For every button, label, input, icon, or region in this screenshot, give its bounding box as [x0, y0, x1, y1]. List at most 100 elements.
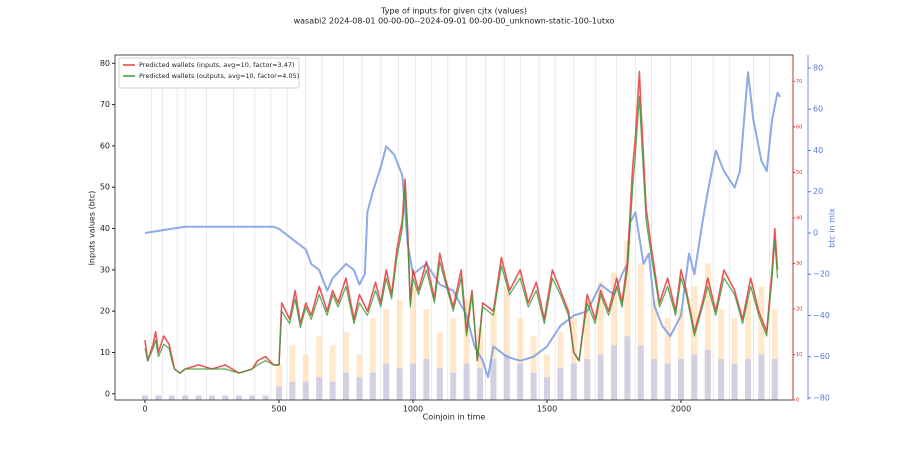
bar	[235, 395, 242, 400]
bar	[744, 359, 751, 400]
y2-tick-label: −60	[813, 352, 830, 361]
bar	[329, 381, 336, 400]
y3-tick-label: 0	[796, 398, 799, 404]
bar	[503, 354, 510, 400]
y3-tick-label: 10	[796, 352, 802, 358]
y3-tick-label: 70	[796, 79, 802, 85]
bar	[289, 345, 296, 400]
bar	[262, 395, 269, 400]
y2-tick-label: 60	[813, 105, 823, 114]
y2-tick-label: −40	[813, 311, 830, 320]
chart-subtitle: wasabi2 2024-08-01 00-00-00--2024-09-01 …	[294, 17, 615, 26]
y-tick-label: 60	[100, 141, 110, 150]
y2-tick-label: 40	[813, 146, 823, 155]
bar	[704, 263, 711, 400]
bar	[476, 327, 483, 400]
bar	[343, 331, 350, 400]
bar	[195, 395, 202, 400]
x-tick-label: 1500	[537, 405, 557, 414]
bar	[517, 363, 524, 400]
bar	[276, 363, 283, 400]
bar	[731, 363, 738, 400]
bar	[409, 286, 416, 400]
bar	[450, 318, 457, 400]
bar	[476, 368, 483, 400]
data-line	[144, 71, 781, 379]
bar	[530, 336, 537, 400]
bar	[597, 354, 604, 400]
bar	[557, 368, 564, 400]
bar	[584, 359, 591, 400]
bar	[530, 372, 537, 400]
bar	[463, 363, 470, 400]
bar	[517, 318, 524, 400]
bar	[718, 308, 725, 400]
bar	[316, 336, 323, 400]
bar	[677, 359, 684, 400]
bar	[691, 354, 698, 400]
bar	[570, 318, 577, 400]
y3-tick-label: 30	[796, 261, 802, 267]
bar	[543, 377, 550, 400]
bar	[409, 363, 416, 400]
x-tick-label: 500	[271, 405, 286, 414]
legend-label: Predicted wallets (outputs, avg=10, fact…	[139, 72, 299, 80]
y-tick-label: 10	[100, 348, 110, 357]
bar	[142, 395, 149, 400]
bar	[222, 395, 229, 400]
y-tick-label: 50	[100, 183, 110, 192]
bar	[383, 363, 390, 400]
bar	[624, 240, 631, 400]
y-tick-label: 80	[100, 59, 110, 68]
bar	[209, 395, 216, 400]
y-tick-label: 40	[100, 224, 110, 233]
bar	[758, 354, 765, 400]
bar	[584, 299, 591, 400]
bar	[276, 386, 283, 400]
y-tick-label: 20	[100, 307, 110, 316]
bar	[637, 345, 644, 400]
bar	[570, 363, 577, 400]
bar	[691, 286, 698, 400]
bar	[503, 286, 510, 400]
legend: Predicted wallets (inputs, avg=10, facto…	[118, 57, 300, 89]
bar	[651, 299, 658, 400]
bar	[396, 368, 403, 400]
bar	[771, 308, 778, 400]
y-axis-label: Inputs values (btc)	[88, 191, 97, 266]
bar	[610, 345, 617, 400]
bar	[182, 395, 189, 400]
bar	[610, 272, 617, 400]
bar	[597, 281, 604, 400]
y-tick-label: 0	[105, 389, 110, 398]
legend-label: Predicted wallets (inputs, avg=10, facto…	[139, 61, 295, 69]
bar	[664, 318, 671, 400]
bar	[396, 299, 403, 400]
bar	[744, 299, 751, 400]
bar	[436, 368, 443, 400]
bar	[490, 308, 497, 400]
chart-title: Type of inputs for given cjtx (values)	[380, 7, 527, 16]
bar	[302, 381, 309, 400]
bar	[463, 299, 470, 400]
bar	[423, 359, 430, 400]
y2-axis-label: btc in mix	[828, 208, 837, 248]
bar	[423, 308, 430, 400]
data-line	[144, 70, 779, 374]
y3-tick-label: 20	[796, 306, 802, 312]
legend-box	[118, 57, 300, 89]
bar	[369, 372, 376, 400]
y2-tick-label: 0	[813, 228, 818, 237]
x-tick-label: 0	[142, 405, 147, 414]
bar	[637, 263, 644, 400]
bar	[343, 372, 350, 400]
bar	[771, 359, 778, 400]
y2-tick-label: −80	[813, 393, 830, 402]
bar	[383, 308, 390, 400]
bar	[369, 318, 376, 400]
bar	[155, 395, 162, 400]
bar	[557, 331, 564, 400]
bar	[624, 336, 631, 400]
y3-tick-label: 60	[796, 124, 802, 130]
